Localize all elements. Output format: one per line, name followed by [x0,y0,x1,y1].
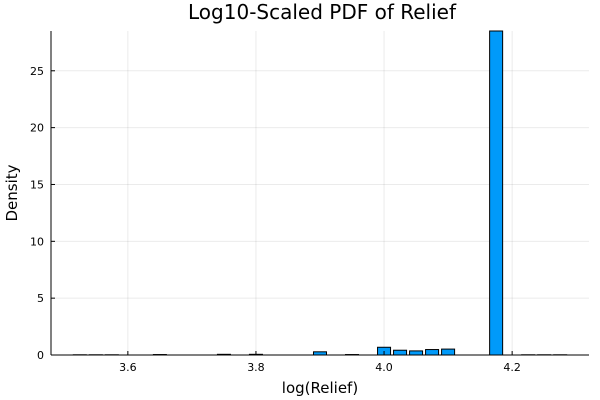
histogram-bar [409,350,424,356]
grid [51,31,589,356]
y-tick-label: 10 [30,235,44,248]
histogram-bar [393,349,408,356]
bars [72,30,568,356]
histogram-bar [441,348,456,356]
y-tick-label: 20 [30,122,44,135]
histogram-bar [489,30,504,356]
x-tick-label: 4.2 [503,361,521,374]
x-axis-label: log(Relief) [282,379,358,397]
x-tick-label: 3.6 [119,361,137,374]
y-tick-label: 25 [30,65,44,78]
x-tick-label: 3.8 [247,361,265,374]
histogram-bar [425,349,440,356]
y-ticks: 0 5 10 15 20 25 [30,65,55,362]
y-tick-label: 0 [37,349,44,362]
y-tick-label: 5 [37,292,44,305]
y-tick-label: 15 [30,178,44,191]
x-ticks: 3.6 3.8 4.0 4.2 [119,351,521,374]
x-tick-label: 4.0 [375,361,393,374]
y-axis-label: Density [3,164,21,221]
axes [50,31,589,356]
chart-title: Log10-Scaled PDF of Relief [188,0,457,24]
